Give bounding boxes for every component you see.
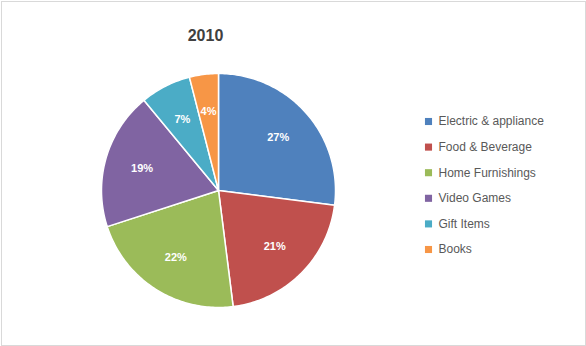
svg-text:7%: 7% xyxy=(174,113,190,125)
svg-text:22%: 22% xyxy=(165,251,187,263)
svg-text:Gift Items: Gift Items xyxy=(439,217,490,231)
svg-text:Food & Beverage: Food & Beverage xyxy=(439,140,533,154)
svg-text:Video Games: Video Games xyxy=(439,191,512,205)
svg-text:Books: Books xyxy=(439,242,472,256)
svg-text:21%: 21% xyxy=(264,240,286,252)
svg-text:27%: 27% xyxy=(267,131,289,143)
svg-text:19%: 19% xyxy=(131,162,153,174)
svg-text:4%: 4% xyxy=(201,105,217,117)
svg-text:2010: 2010 xyxy=(188,27,224,44)
svg-text:Home Furnishings: Home Furnishings xyxy=(439,166,536,180)
svg-text:Electric & appliance: Electric & appliance xyxy=(439,114,545,128)
